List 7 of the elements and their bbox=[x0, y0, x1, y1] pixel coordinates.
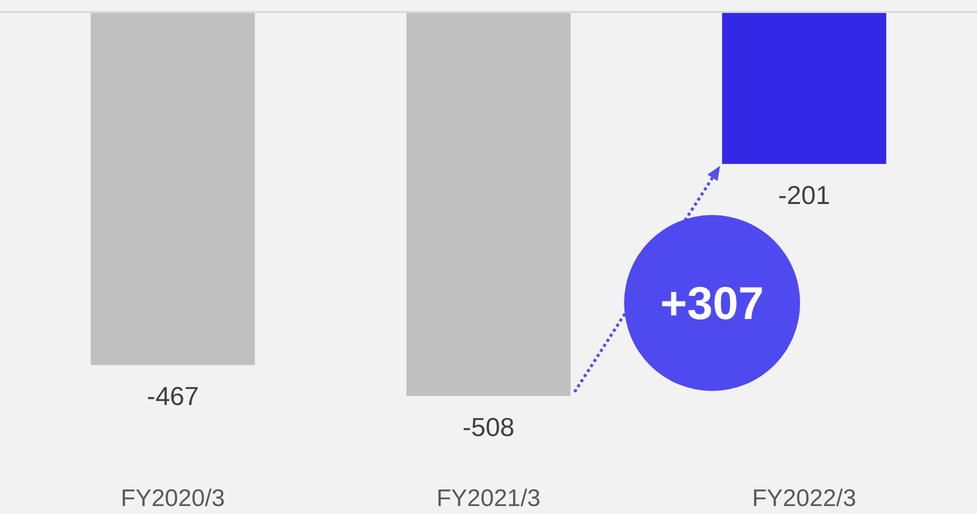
data-label: -508 bbox=[462, 412, 515, 442]
x-tick-label: FY2022/3 bbox=[752, 485, 856, 512]
x-tick-label: FY2020/3 bbox=[120, 485, 225, 512]
data-label: -201 bbox=[778, 180, 830, 210]
x-tick-label: FY2021/3 bbox=[436, 485, 541, 512]
data-label: -467 bbox=[146, 381, 199, 412]
annotation: +307 bbox=[660, 277, 764, 329]
